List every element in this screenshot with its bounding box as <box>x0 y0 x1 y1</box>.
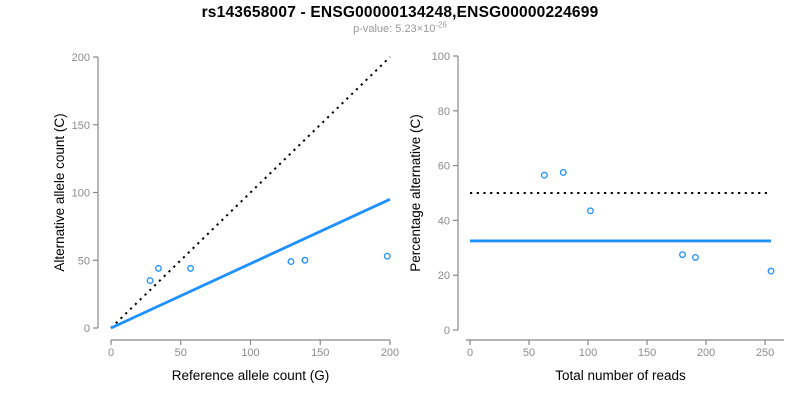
x-tick-label: 50 <box>523 347 535 359</box>
pvalue-text: p-value: 5.23×10 <box>353 23 436 35</box>
y-tick-label: 50 <box>78 255 90 267</box>
data-point <box>540 171 548 179</box>
data-point <box>383 252 391 260</box>
percentage-alternative-scatter-plot: 0 20 40 60 80 100 0 50 100 150 200 250 Total number … <box>408 51 784 383</box>
data-point <box>692 253 699 261</box>
y-tick-label: 200 <box>72 52 90 64</box>
plot-subtitle: p-value: 5.23×10-26 <box>0 20 800 35</box>
y-tick-label: 20 <box>438 270 450 282</box>
x-tick-label: 100 <box>579 347 597 359</box>
data-point <box>301 256 309 264</box>
y-tick-label: 40 <box>438 215 450 227</box>
data-point <box>679 251 686 259</box>
regression-fit-line <box>110 198 391 330</box>
x-tick-label: 0 <box>467 347 473 359</box>
y-tick-label: 60 <box>438 161 450 173</box>
identity-dotted-line <box>110 56 391 329</box>
y-tick-label: 80 <box>438 106 450 118</box>
y-tick-label: 0 <box>444 325 450 337</box>
x-axis-title: Total number of reads <box>555 368 686 383</box>
data-point <box>146 277 154 285</box>
x-tick-label: 50 <box>175 347 187 359</box>
y-tick-label: 100 <box>72 188 90 200</box>
x-tick-label: 150 <box>638 347 656 359</box>
pvalue-exponent: -26 <box>435 20 447 30</box>
plot-title: rs143658007 - ENSG00000134248,ENSG000002… <box>201 4 599 21</box>
data-point <box>767 267 775 275</box>
allele-count-scatter-plot: 0 50 100 150 200 0 50 100 150 200 Reference allele… <box>52 52 399 383</box>
data-point <box>559 168 567 176</box>
data-point <box>586 207 594 215</box>
y-tick-label: 150 <box>72 120 90 132</box>
x-tick-label: 100 <box>241 347 259 359</box>
data-point <box>187 264 194 272</box>
x-tick-label: 150 <box>311 347 329 359</box>
x-tick-label: 0 <box>108 347 114 359</box>
x-tick-label: 200 <box>697 347 715 359</box>
y-axis-title: Percentage alternative (C) <box>408 114 423 272</box>
data-point <box>287 258 295 266</box>
x-axis-title: Reference allele count (G) <box>172 368 330 383</box>
y-tick-label: 100 <box>432 51 450 63</box>
x-tick-label: 200 <box>381 347 399 359</box>
y-tick-label: 0 <box>84 323 90 335</box>
data-point <box>154 264 162 272</box>
x-tick-label: 250 <box>756 347 774 359</box>
y-axis-title: Alternative allele count (C) <box>52 113 67 271</box>
